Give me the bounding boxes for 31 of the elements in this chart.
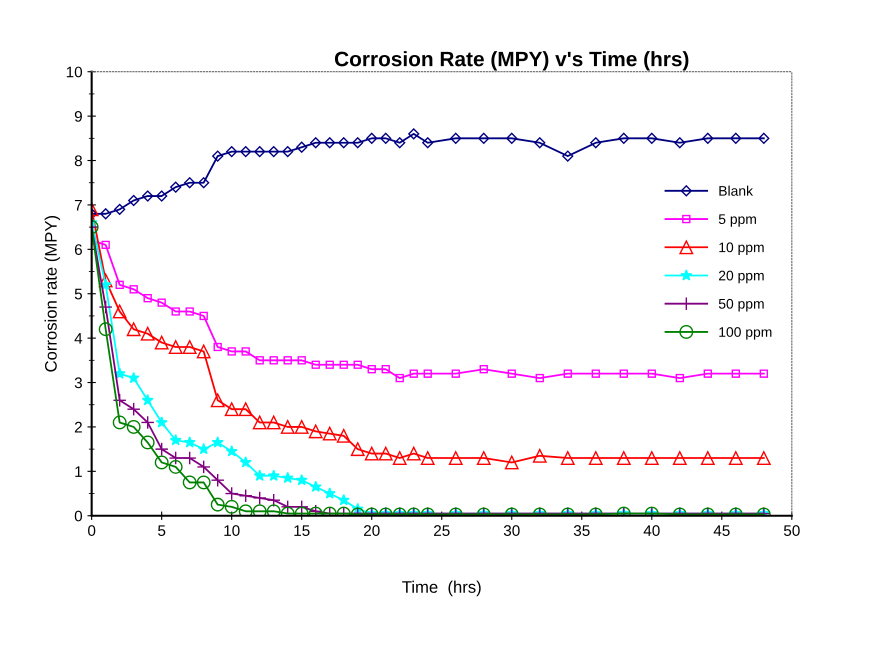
x-tick-label: 10 <box>224 525 240 536</box>
legend-label: 20 ppm <box>718 270 764 284</box>
legend-label: 10 ppm <box>719 242 764 256</box>
y-tick-label: 2 <box>74 422 82 432</box>
x-tick-label: 25 <box>434 525 450 536</box>
y-tick-label: 5 <box>74 288 82 300</box>
x-tick-label: 40 <box>644 525 660 536</box>
x-axis-title: Time (hrs) <box>402 580 481 596</box>
x-tick-label: 5 <box>158 525 166 536</box>
y-tick-label: 7 <box>74 200 82 210</box>
x-tick-label: 0 <box>88 525 96 536</box>
y-tick-label: 1 <box>75 466 82 477</box>
y-tick-label: 0 <box>74 510 82 522</box>
y-axis-title: Corrosion rate (MPY) <box>44 216 60 372</box>
legend-label: 100 ppm <box>719 327 772 340</box>
x-tick-label: 45 <box>714 525 730 536</box>
x-tick-label: 20 <box>364 525 380 536</box>
y-tick-label: 3 <box>74 377 82 388</box>
x-tick-label: 35 <box>574 525 590 536</box>
legend-label: Blank <box>719 186 754 196</box>
x-tick-label: 15 <box>294 525 310 536</box>
chart-title: Corrosion Rate (MPY) v's Time (hrs) <box>334 51 688 70</box>
y-tick-label: 6 <box>74 244 82 256</box>
y-tick-label: 8 <box>74 155 82 166</box>
y-tick-label: 10 <box>66 66 82 78</box>
legend-label: 50 ppm <box>718 298 764 312</box>
x-tick-label: 50 <box>784 525 800 536</box>
y-tick-label: 9 <box>74 110 82 122</box>
legend-label: 5 ppm <box>718 214 756 227</box>
x-tick-label: 30 <box>504 525 520 536</box>
y-tick-label: 4 <box>74 333 82 344</box>
